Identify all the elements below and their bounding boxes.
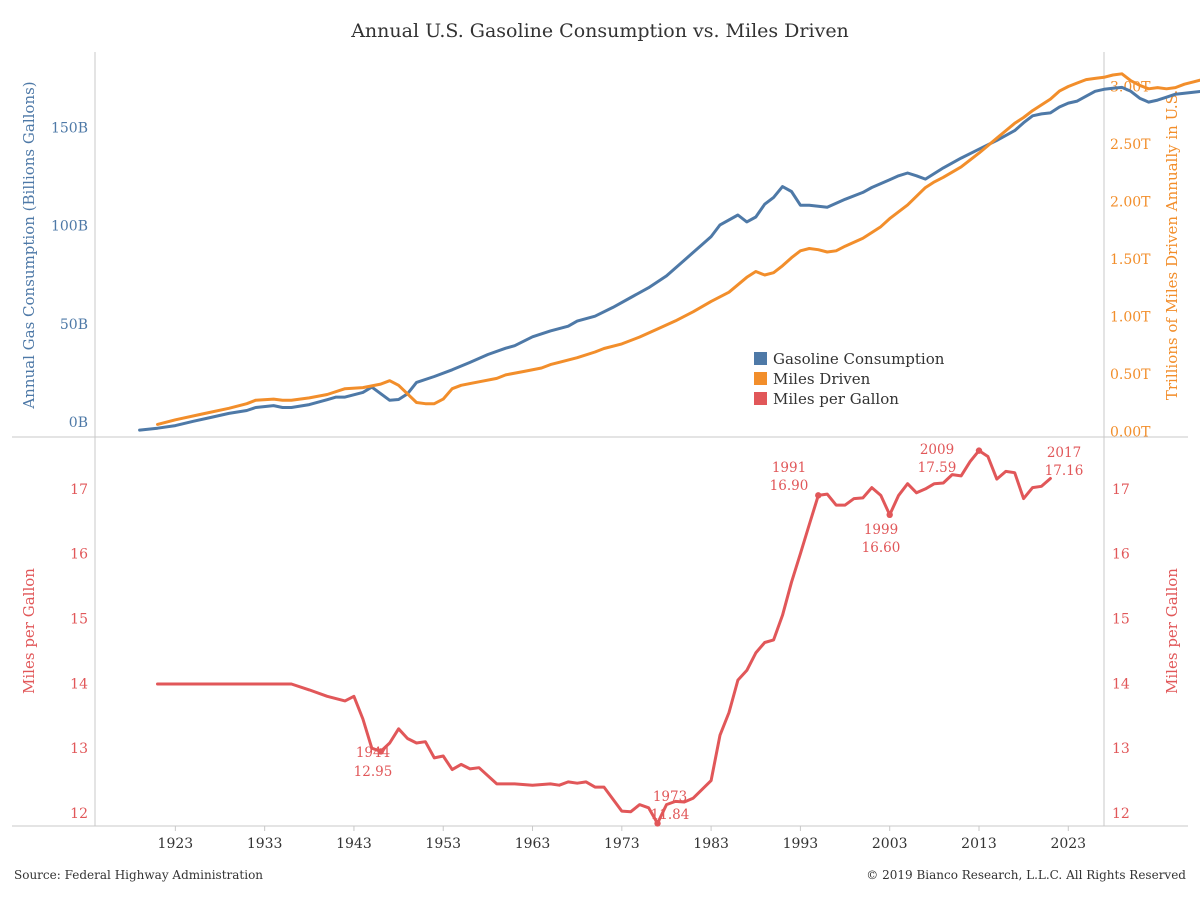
bottom-left-tick-label: 17 bbox=[70, 482, 88, 498]
x-ticks: 1923 1933 1943 1953 1963 1973 1983 1993 2003 2013… bbox=[158, 826, 1086, 852]
annotation-marker bbox=[886, 511, 893, 518]
x-tick-label: 1953 bbox=[425, 836, 461, 852]
annotation-year: 2009 bbox=[920, 442, 954, 458]
annotation-value: 16.60 bbox=[862, 540, 901, 556]
gasoline-consumption-line bbox=[138, 85, 1200, 432]
annotation-marker bbox=[815, 492, 822, 499]
x-tick-label: 2013 bbox=[961, 836, 997, 852]
bottom-right-tick-label: 14 bbox=[1112, 676, 1130, 692]
x-tick-label: 1943 bbox=[336, 836, 372, 852]
bottom-left-tick-label: 14 bbox=[70, 676, 88, 692]
top-right-tick-label: 1.00T bbox=[1110, 309, 1151, 325]
top-left-tick-label: 0B bbox=[69, 415, 88, 431]
legend-label-gas: Gasoline Consumption bbox=[773, 350, 945, 368]
copyright-note: © 2019 Bianco Research, L.L.C. All Right… bbox=[866, 868, 1186, 882]
x-tick-label: 1923 bbox=[158, 836, 194, 852]
top-right-tick-label: 1.50T bbox=[1110, 252, 1151, 268]
bottom-right-axis-title: Miles per Gallon bbox=[1163, 568, 1181, 694]
top-right-tick-label: 0.00T bbox=[1110, 424, 1151, 440]
x-tick-label: 1933 bbox=[247, 836, 283, 852]
annotation-year: 1944 bbox=[356, 745, 390, 761]
annotation-value: 12.95 bbox=[354, 764, 393, 780]
bottom-right-tick-label: 13 bbox=[1112, 741, 1130, 757]
bottom-right-tick-label: 15 bbox=[1112, 612, 1130, 628]
top-right-tick-label: 0.50T bbox=[1110, 367, 1151, 383]
bottom-right-y-ticks: 12 13 14 15 16 17 bbox=[1112, 482, 1130, 822]
x-tick-label: 1993 bbox=[783, 836, 819, 852]
top-left-y-ticks: 0B 50B 100B 150B bbox=[51, 120, 88, 431]
bottom-series bbox=[156, 449, 1052, 825]
top-right-tick-label: 2.00T bbox=[1110, 194, 1151, 210]
legend-label-mpg: Miles per Gallon bbox=[773, 390, 899, 408]
legend-swatch-miles bbox=[754, 372, 767, 385]
top-left-axis-title: Annual Gas Consumption (Billions Gallons… bbox=[20, 81, 38, 409]
miles-per-gallon-line bbox=[156, 449, 1052, 825]
top-left-tick-label: 100B bbox=[51, 219, 88, 235]
top-left-tick-label: 50B bbox=[60, 317, 88, 333]
annotations: 1944 12.95 1973 11.84 1991 16.90 1999 16.60 2009… bbox=[354, 442, 1084, 827]
annotation-value: 17.16 bbox=[1045, 463, 1084, 479]
bottom-left-y-ticks: 12 13 14 15 16 17 bbox=[70, 482, 88, 822]
top-right-y-ticks: 0.00T 0.50T 1.00T 1.50T 2.00T 2.50T 3.00T bbox=[1110, 79, 1151, 440]
x-tick-label: 2023 bbox=[1050, 836, 1086, 852]
annotation-value: 17.59 bbox=[918, 460, 957, 476]
legend-swatch-mpg bbox=[754, 392, 767, 405]
annotation-value: 16.90 bbox=[770, 478, 809, 494]
annotation-marker bbox=[377, 748, 384, 755]
x-tick-label: 1973 bbox=[604, 836, 640, 852]
source-note: Source: Federal Highway Administration bbox=[14, 868, 263, 882]
bottom-left-axis-title: Miles per Gallon bbox=[20, 568, 38, 694]
legend-swatch-gas bbox=[754, 352, 767, 365]
legend: Gasoline Consumption Miles Driven Miles … bbox=[754, 350, 945, 408]
bottom-left-tick-label: 12 bbox=[70, 806, 88, 822]
x-tick-label: 1963 bbox=[515, 836, 551, 852]
x-tick-label: 2003 bbox=[872, 836, 908, 852]
bottom-right-tick-label: 12 bbox=[1112, 806, 1130, 822]
bottom-left-tick-label: 16 bbox=[70, 547, 88, 563]
x-tick-label: 1983 bbox=[693, 836, 729, 852]
bottom-right-tick-label: 16 bbox=[1112, 547, 1130, 563]
annotation-value: 11.84 bbox=[651, 807, 690, 823]
top-right-tick-label: 2.50T bbox=[1110, 137, 1151, 153]
chart-title: Annual U.S. Gasoline Consumption vs. Mil… bbox=[350, 20, 849, 42]
bottom-right-tick-label: 17 bbox=[1112, 482, 1130, 498]
miles-driven-line bbox=[156, 72, 1200, 426]
legend-label-miles: Miles Driven bbox=[773, 370, 871, 388]
annotation-year: 1999 bbox=[864, 522, 898, 538]
top-right-tick-label: 3.00T bbox=[1110, 79, 1151, 95]
chart-frame bbox=[12, 52, 1188, 827]
annotation-marker bbox=[654, 820, 661, 827]
top-series bbox=[138, 72, 1200, 432]
top-right-axis-title: Trillions of Miles Driven Annually in U.… bbox=[1163, 90, 1181, 400]
annotation-year: 1991 bbox=[772, 460, 806, 476]
top-left-tick-label: 150B bbox=[51, 120, 88, 136]
annotation-marker bbox=[975, 447, 983, 454]
bottom-left-tick-label: 15 bbox=[70, 612, 88, 628]
annotation-year: 2017 bbox=[1047, 445, 1081, 461]
annotation-year: 1973 bbox=[653, 789, 687, 805]
bottom-left-tick-label: 13 bbox=[70, 741, 88, 757]
